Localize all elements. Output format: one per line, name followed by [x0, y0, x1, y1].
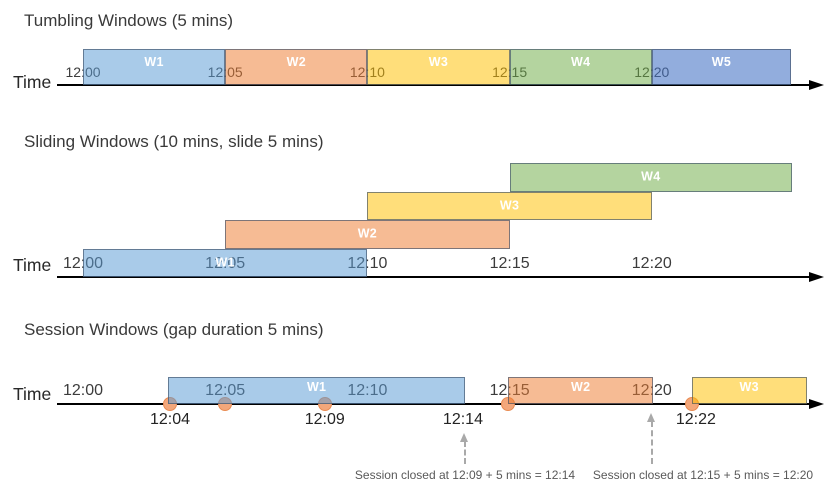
window-bar-tumbling-w2: W2 [225, 49, 368, 85]
event-time-label: 12:22 [675, 411, 716, 428]
window-label: W4 [641, 169, 661, 184]
time-axis [57, 276, 810, 278]
window-label: W2 [357, 226, 378, 241]
window-label: W5 [711, 55, 732, 69]
window-label: W1 [306, 380, 327, 394]
axis-arrow-icon [809, 398, 824, 409]
window-label: W3 [428, 55, 449, 69]
time-axis-label: Time [13, 72, 52, 92]
session-close-annotation: Session closed at 12:09 + 5 mins = 12:14 [354, 468, 576, 482]
window-bar-tumbling-w3: W3 [367, 49, 510, 85]
window-label: W1 [215, 255, 235, 270]
time-axis [57, 84, 810, 86]
axis-arrow-icon [809, 271, 824, 282]
window-bar-sliding-w4: W4 [509, 163, 792, 192]
session-close-annotation: Session closed at 12:15 + 5 mins = 12:20 [592, 468, 814, 482]
section-title-session: Session Windows (gap duration 5 mins) [24, 320, 324, 339]
axis-tick-label: 12:15 [489, 255, 530, 273]
session-close-arrow-icon [650, 421, 653, 464]
axis-arrow-icon [809, 79, 824, 90]
event-time-label: 12:14 [442, 411, 483, 428]
time-axis-label: Time [13, 255, 52, 275]
section-title-tumbling: Tumbling Windows (5 mins) [24, 11, 234, 30]
window-label: W2 [286, 55, 306, 69]
window-bar-sliding-w3: W3 [367, 191, 652, 220]
event-time-label: 12:04 [149, 411, 191, 428]
time-axis [57, 403, 810, 405]
window-bar-tumbling-w1: W1 [83, 49, 226, 85]
session-close-arrowhead-icon [460, 433, 469, 442]
window-bar-session-w1: W1 [168, 377, 465, 404]
window-label: W4 [571, 55, 591, 69]
window-bar-tumbling-w5: W5 [651, 49, 792, 85]
section-title-sliding: Sliding Windows (10 mins, slide 5 mins) [24, 132, 324, 151]
session-close-arrow-icon [463, 441, 466, 464]
window-bar-tumbling-w4: W4 [509, 49, 652, 85]
window-label: W1 [144, 55, 164, 69]
axis-tick-label: 12:20 [631, 255, 672, 273]
window-label: W3 [739, 380, 759, 394]
time-axis-label: Time [13, 384, 52, 404]
window-label: W2 [571, 380, 591, 394]
window-bar-sliding-w2: W2 [225, 220, 510, 249]
axis-tick-label: 12:00 [62, 382, 104, 400]
window-bar-session-w3: W3 [691, 377, 807, 404]
session-close-arrowhead-icon [647, 413, 656, 422]
window-bar-session-w2: W2 [508, 377, 654, 404]
event-time-label: 12:09 [304, 411, 345, 428]
window-label: W3 [499, 198, 520, 213]
window-bar-sliding-w1: W1 [83, 248, 368, 277]
